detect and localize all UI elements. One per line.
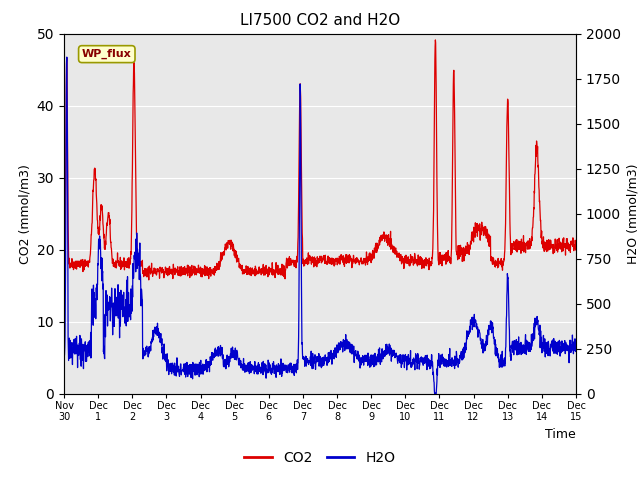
Y-axis label: H2O (mmol/m3): H2O (mmol/m3)	[627, 163, 639, 264]
Title: LI7500 CO2 and H2O: LI7500 CO2 and H2O	[240, 13, 400, 28]
Y-axis label: CO2 (mmol/m3): CO2 (mmol/m3)	[18, 164, 31, 264]
Legend: CO2, H2O: CO2, H2O	[239, 445, 401, 471]
X-axis label: Time: Time	[545, 428, 576, 441]
Text: WP_flux: WP_flux	[82, 49, 132, 59]
